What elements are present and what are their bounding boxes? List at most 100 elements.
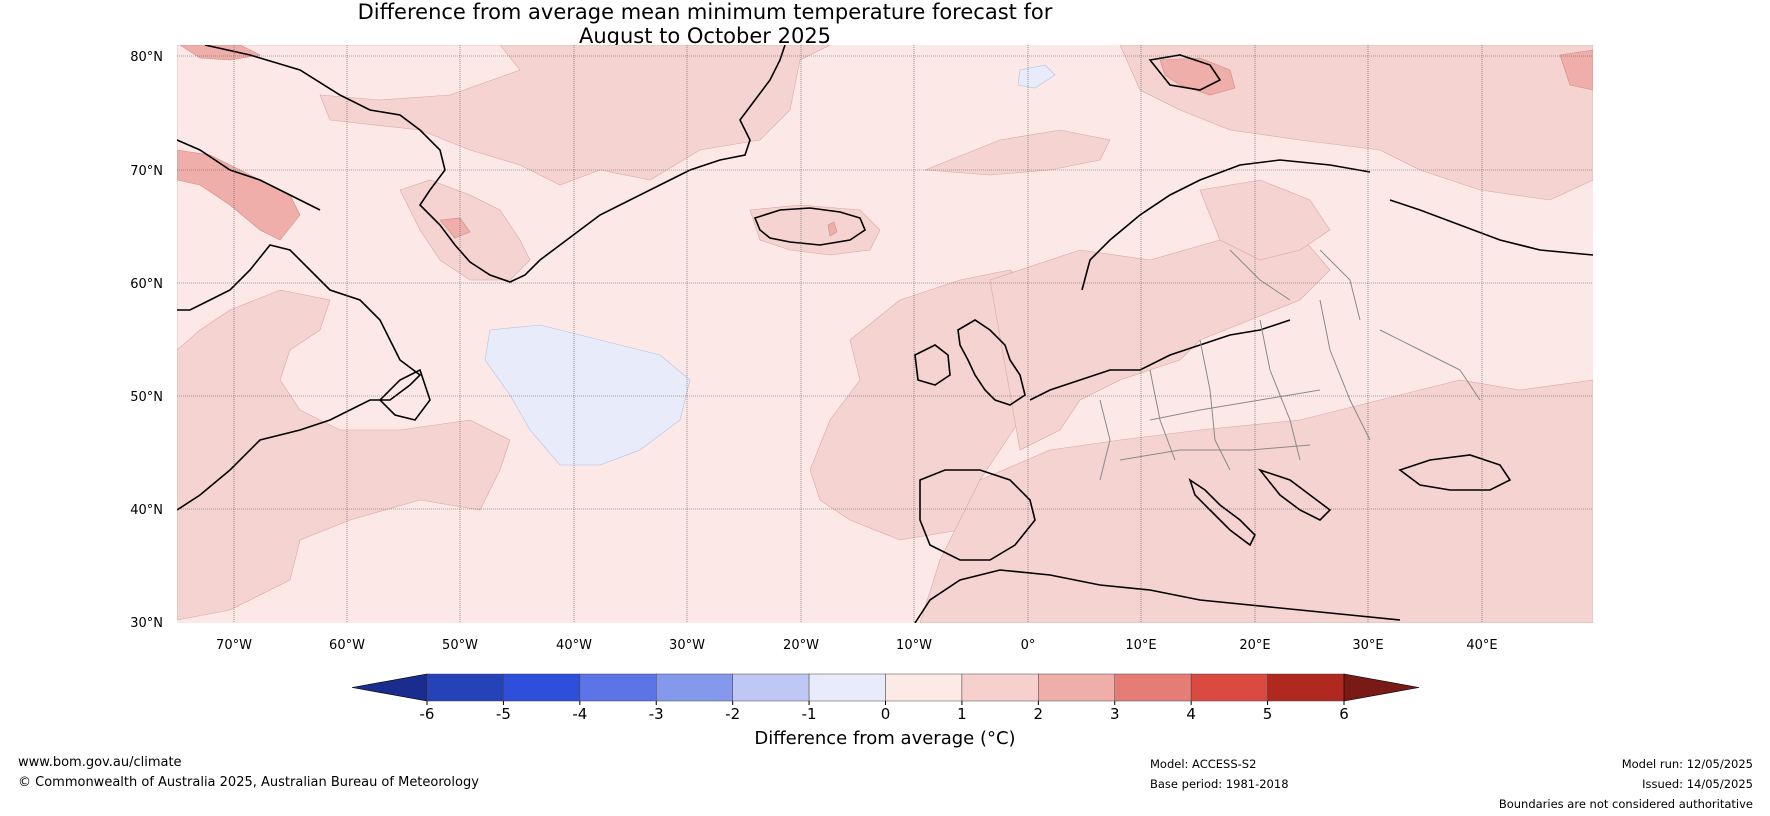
italy-coast	[1188, 478, 1256, 547]
lon-label-40w: 40°W	[556, 638, 592, 653]
lon-label-50w: 50°W	[442, 638, 478, 653]
warm-region-arctic-east	[1119, 45, 1593, 201]
warm-region-arctic-west	[177, 45, 831, 186]
norway-coast	[1081, 159, 1371, 291]
chart-title: Difference from average mean minimum tem…	[0, 0, 1410, 48]
strong-warm-greenland-se	[439, 217, 471, 239]
colorbar-cell	[426, 673, 504, 702]
lat-label-80n: 80°N	[130, 50, 163, 65]
colorbar-tick-label: 4	[1186, 705, 1196, 723]
colorbar-cell	[1190, 673, 1268, 702]
iberia-coast	[919, 469, 1036, 561]
russia-coast	[1389, 199, 1593, 256]
footer-url: www.bom.gov.au/climate	[18, 755, 182, 770]
colorbar-tick-label: -2	[725, 705, 740, 723]
footer-model-run: Model run: 12/05/2025	[1621, 757, 1753, 771]
anomaly-shading	[177, 45, 1593, 623]
colorbar-cell	[808, 673, 886, 702]
colorbar-label: Difference from average (°C)	[754, 728, 1016, 749]
strong-warm-iceland-spot	[827, 221, 838, 237]
border-7	[1119, 444, 1311, 461]
colorbar-tick-label: -5	[496, 705, 511, 723]
warm-region-north-sea	[924, 129, 1111, 176]
greenland-coast	[204, 45, 786, 283]
balkan-coast	[1257, 468, 1332, 521]
footer-issued: Issued: 14/05/2025	[1642, 777, 1753, 791]
warm-region-west-coast	[177, 45, 511, 621]
colorbar: -6 -5 -4 -3 -2 -1 0 1 2 3 4 5 6	[351, 673, 1420, 723]
cool-region-arctic	[1017, 64, 1056, 89]
svalbard-coast	[1148, 54, 1222, 91]
colorbar-cell	[1114, 673, 1192, 702]
border-6	[1149, 389, 1321, 421]
colorbar-cell	[961, 673, 1039, 702]
border-3	[1199, 339, 1231, 471]
colorbar-arrow-high	[1343, 673, 1420, 702]
colorbar-tick-label: 1	[957, 705, 967, 723]
border-5	[1319, 299, 1371, 441]
africa-coast	[914, 569, 1401, 623]
title-line-1: Difference from average mean minimum tem…	[357, 0, 1053, 24]
lon-label-60w: 60°W	[329, 638, 365, 653]
colorbar-cell	[732, 673, 810, 702]
canada-coast-north	[177, 139, 321, 211]
newfoundland-coast	[378, 368, 431, 421]
cool-region-north-atlantic	[484, 324, 691, 466]
lon-label-10e: 10°E	[1125, 638, 1156, 653]
footer-base-period: Base period: 1981-2018	[1150, 777, 1289, 791]
colorbar-tick-label: 6	[1339, 705, 1349, 723]
colorbar-tick-label: 0	[881, 705, 891, 723]
lat-label-50n: 50°N	[130, 390, 163, 405]
colorbar-tick-label: 2	[1034, 705, 1044, 723]
britain-coast	[957, 319, 1026, 406]
lon-label-70w: 70°W	[216, 638, 252, 653]
border-4	[1259, 319, 1301, 461]
footer-copyright: © Commonwealth of Australia 2025, Austra…	[18, 775, 479, 790]
lon-label-0: 0°	[1021, 638, 1036, 653]
lon-label-30e: 30°E	[1352, 638, 1383, 653]
ireland-coast	[914, 344, 951, 386]
border-10	[1379, 329, 1481, 401]
lat-label-60n: 60°N	[130, 277, 163, 292]
colorbar-tick-label: -3	[649, 705, 664, 723]
black-sea-coast	[1398, 454, 1512, 491]
border-8	[1229, 249, 1291, 301]
lon-label-40e: 40°E	[1466, 638, 1497, 653]
colorbar-cell	[885, 673, 963, 702]
colorbar-tick-label: -1	[802, 705, 817, 723]
border-2	[1149, 369, 1176, 461]
lon-label-10w: 10°W	[896, 638, 932, 653]
colorbar-tick-label: -6	[420, 705, 435, 723]
footer-disclaimer: Boundaries are not considered authoritat…	[1498, 797, 1753, 811]
warm-region-iceland	[749, 204, 881, 256]
lat-label-70n: 70°N	[130, 164, 163, 179]
strong-warm-arctic-canada	[177, 149, 301, 241]
country-borders	[1099, 249, 1481, 481]
labrador-coast	[177, 244, 422, 511]
warm-region-scandinavia	[1199, 179, 1331, 261]
iceland-coast	[753, 207, 866, 246]
lon-label-20e: 20°E	[1239, 638, 1270, 653]
footer-model: Model: ACCESS-S2	[1150, 757, 1257, 771]
colorbar-tick-label: 5	[1263, 705, 1273, 723]
colorbar-cell	[503, 673, 581, 702]
europe-north-coast	[1029, 319, 1291, 401]
title-line-2: August to October 2025	[578, 24, 832, 48]
gridlines	[177, 45, 1593, 623]
colorbar-arrow-low	[351, 673, 428, 702]
colorbar-cell	[579, 673, 657, 702]
lat-label-40n: 40°N	[130, 503, 163, 518]
strong-warm-svalbard	[1159, 57, 1236, 96]
lon-label-20w: 20°W	[783, 638, 819, 653]
colorbar-tick-label: 3	[1110, 705, 1120, 723]
colorbar-cell	[656, 673, 733, 702]
colorbar-cell	[1267, 673, 1345, 702]
border-9	[1319, 249, 1361, 321]
lon-label-30w: 30°W	[669, 638, 705, 653]
border-1	[1099, 399, 1111, 481]
coastlines	[177, 45, 1593, 623]
colorbar-tick-label: -4	[572, 705, 587, 723]
warm-region-mediterranean	[919, 379, 1593, 623]
colorbar-cell	[1038, 673, 1116, 702]
